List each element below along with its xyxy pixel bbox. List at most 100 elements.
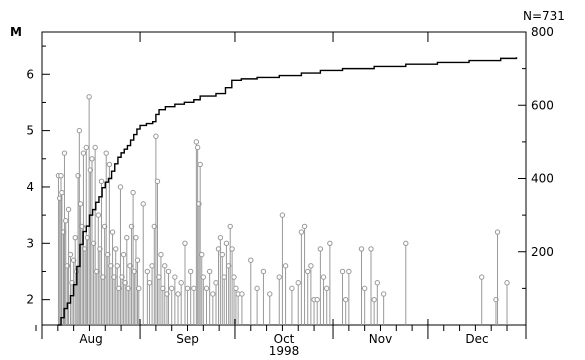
event-marker: [162, 263, 168, 269]
event-marker: [146, 280, 153, 286]
event-marker: [114, 263, 120, 269]
event-marker: [213, 280, 219, 286]
event-marker: [479, 274, 485, 280]
event-marker: [136, 285, 142, 292]
event-marker: [317, 246, 324, 252]
event-marker: [223, 240, 230, 246]
left-tick-label: 6: [26, 67, 34, 81]
event-marker: [289, 285, 295, 292]
event-marker: [199, 251, 205, 258]
event-marker: [133, 234, 139, 241]
cumulative-count-line: [57, 57, 518, 326]
event-marker: [134, 257, 141, 263]
event-marker: [327, 240, 333, 246]
event-marker: [346, 268, 352, 275]
event-marker: [144, 268, 151, 275]
event-marker: [182, 240, 188, 246]
left-tick-label: 4: [26, 180, 34, 194]
event-marker: [60, 229, 67, 235]
event-marker: [120, 251, 127, 258]
event-marker: [168, 285, 175, 292]
event-marker: [276, 274, 282, 280]
event-marker: [80, 150, 87, 156]
event-marker: [203, 285, 210, 292]
event-marker: [130, 189, 136, 196]
event-marker: [206, 268, 213, 275]
event-marker: [320, 274, 327, 280]
event-marker: [298, 229, 305, 235]
event-marker: [83, 144, 89, 151]
left-axis-label: M: [10, 25, 22, 39]
event-marker: [210, 291, 216, 297]
event-marker: [260, 268, 267, 275]
event-marker: [301, 223, 308, 230]
event-marker: [61, 150, 68, 156]
event-marker: [314, 296, 320, 303]
event-marker: [248, 257, 254, 263]
event-marker: [95, 212, 102, 218]
right-tick-label: 600: [531, 98, 554, 112]
event-marker: [153, 133, 159, 139]
year-label: 1998: [269, 344, 300, 358]
event-marker: [229, 246, 235, 252]
event-marker: [197, 161, 203, 168]
right-tick-label: 800: [531, 25, 554, 39]
event-marker: [279, 212, 286, 218]
event-marker: [267, 291, 273, 297]
cumulative-layer: [57, 57, 518, 326]
event-marker: [295, 280, 301, 286]
event-marker: [227, 223, 233, 230]
event-marker: [65, 206, 72, 213]
event-marker: [172, 274, 178, 280]
month-label: Dec: [465, 332, 488, 346]
month-label: Aug: [79, 332, 102, 346]
event-marker: [77, 201, 84, 207]
event-marker: [149, 263, 155, 269]
left-tick-label: 3: [26, 236, 34, 250]
left-tick-label: 5: [26, 124, 34, 138]
event-marker: [124, 234, 130, 241]
event-marker: [217, 234, 224, 241]
event-marker: [76, 127, 83, 134]
month-label: Sep: [176, 332, 199, 346]
event-marker: [233, 285, 239, 292]
event-marker: [58, 172, 64, 179]
event-marker: [324, 285, 330, 292]
event-marker: [308, 263, 314, 269]
right-tick-label: 200: [531, 245, 554, 259]
event-marker: [358, 246, 365, 252]
event-marker: [86, 94, 92, 100]
event-marker: [191, 285, 197, 292]
month-label: Oct: [274, 332, 295, 346]
event-marker: [113, 246, 119, 252]
count-label: N=731: [523, 9, 565, 23]
event-marker: [380, 291, 387, 297]
event-marker: [403, 240, 409, 246]
event-marker: [117, 184, 124, 190]
event-marker: [103, 150, 109, 156]
event-marker: [184, 285, 191, 292]
event-marker: [305, 268, 311, 275]
event-marker: [193, 139, 200, 145]
right-tick-label: 400: [531, 172, 554, 186]
event-marker: [109, 229, 116, 235]
event-marker: [63, 218, 69, 224]
month-label: Nov: [369, 332, 392, 346]
event-marker: [200, 274, 207, 280]
event-marker: [254, 285, 260, 292]
event-marker: [221, 274, 227, 280]
event-marker: [219, 251, 226, 258]
event-marker: [92, 144, 98, 151]
event-marker: [178, 280, 184, 286]
event-marker: [154, 178, 161, 185]
event-marker: [368, 246, 374, 252]
event-marker: [342, 296, 349, 303]
event-marker: [59, 189, 65, 196]
event-marker: [339, 268, 346, 275]
event-marker: [371, 296, 377, 303]
event-marker: [106, 161, 113, 168]
event-marker: [504, 280, 510, 286]
event-marker: [89, 156, 95, 162]
left-axis: M 2 3 4 5 6: [10, 25, 50, 307]
